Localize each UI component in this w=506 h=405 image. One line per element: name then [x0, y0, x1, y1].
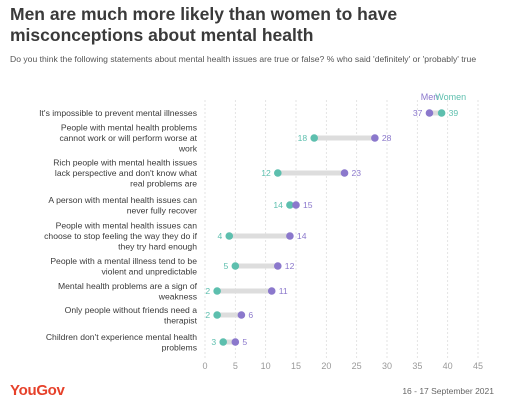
category-label: It's impossible to prevent mental illnes… [39, 108, 197, 118]
women-dot [274, 169, 282, 177]
category-label-line: It's impossible to prevent mental illnes… [39, 108, 197, 118]
category-label: Children don't experience mental health p… [46, 332, 197, 353]
x-tick-label: 10 [261, 361, 271, 371]
category-label-line: work [178, 144, 198, 154]
category-label-line: problems [162, 342, 197, 352]
chart-title: Men are much more likely than women to h… [10, 4, 398, 45]
men-dot [340, 169, 349, 177]
category-label: A person with mental health issues can ne… [48, 195, 197, 216]
men-dot [425, 109, 434, 117]
women-value-label: 5 [224, 261, 229, 271]
category-label-line: violent and unpredictable [101, 266, 197, 276]
category-label-line: A person with mental health issues can [48, 195, 197, 205]
x-tick-label: 0 [202, 361, 207, 371]
men-dot [292, 201, 300, 209]
men-value-label: 12 [285, 261, 295, 271]
men-dot [286, 232, 294, 240]
x-tick-label: 30 [382, 361, 392, 371]
chart-subtitle: Do you think the following statements ab… [10, 54, 477, 64]
women-value-label: 3 [211, 337, 216, 347]
men-value-label: 15 [303, 200, 313, 210]
category-label-line: they try hard enough [118, 242, 197, 252]
category-label: People with a mental illness tend to be v… [50, 256, 197, 277]
legend-men: Men [421, 92, 439, 102]
x-tick-label: 15 [291, 361, 301, 371]
women-value-label: 39 [449, 108, 459, 118]
women-dot [231, 262, 240, 270]
category-label-line: real problems are [130, 179, 197, 189]
category-label-line: cannot work or will perform worse at [59, 133, 197, 143]
x-tick-label: 25 [352, 361, 362, 371]
category-label: Only people without friends need a therap… [65, 305, 198, 326]
women-value-label: 18 [298, 133, 308, 143]
category-label: Rich people with mental health issues lac… [53, 158, 197, 189]
men-value-label: 28 [382, 133, 392, 143]
x-tick-label: 20 [321, 361, 331, 371]
women-dot [213, 311, 221, 319]
men-value-label: 23 [352, 168, 362, 178]
women-dot [219, 338, 227, 346]
category-label-line: lack perspective and don't know what [55, 168, 198, 178]
x-axis-ticks: 0 5 10 15 20 25 30 35 40 45 [202, 361, 483, 371]
women-value-label: 12 [261, 168, 271, 178]
x-tick-label: 35 [412, 361, 422, 371]
category-label-line: Only people without friends need a [65, 305, 198, 315]
category-label: People with mental health issues can choo… [44, 221, 197, 252]
category-label-line: People with a mental illness tend to be [50, 256, 197, 266]
x-tick-label: 45 [473, 361, 483, 371]
category-label: People with mental health problems cannot… [59, 123, 197, 154]
fieldwork-date: 16 - 17 September 2021 [402, 386, 494, 396]
women-value-label: 14 [273, 200, 283, 210]
men-value-label: 6 [248, 310, 253, 320]
men-dot [237, 311, 246, 319]
yougov-logo: YouGov [10, 382, 65, 399]
x-tick-label: 5 [233, 361, 238, 371]
category-label: Mental health problems are a sign of weak… [58, 281, 198, 302]
women-value-label: 4 [217, 231, 222, 241]
men-value-label: 14 [297, 231, 307, 241]
men-value-label: 37 [413, 108, 423, 118]
category-label-line: People with mental health problems [61, 123, 197, 133]
women-dot [437, 109, 446, 117]
category-label-line: choose to stop feeling the way they do i… [44, 231, 197, 241]
category-label-line: Rich people with mental health issues [53, 158, 197, 168]
category-label-line: Children don't experience mental health [46, 332, 197, 342]
category-label-line: Mental health problems are a sign of [58, 281, 198, 291]
grid-lines [204, 100, 479, 358]
men-dot [267, 287, 276, 295]
men-dot [231, 338, 240, 346]
category-label-line: therapist [164, 315, 198, 325]
women-dot [213, 287, 221, 295]
men-dot [371, 134, 379, 142]
range-bars [214, 110, 445, 345]
women-dot [225, 232, 234, 240]
category-label-line: never fully recover [127, 205, 197, 215]
x-tick-label: 40 [443, 361, 453, 371]
women-dot [310, 134, 319, 142]
women-value-label: 2 [205, 310, 210, 320]
men-dot [274, 262, 282, 270]
women-dot [286, 201, 294, 209]
men-value-label: 11 [279, 286, 288, 296]
category-labels: It's impossible to prevent mental illnes… [39, 108, 458, 352]
men-value-label: 5 [242, 337, 247, 347]
legend-women: Women [435, 92, 466, 102]
category-label-line: People with mental health issues can [56, 221, 198, 231]
category-label-line: weakness [158, 291, 197, 301]
women-value-label: 2 [205, 286, 210, 296]
data-points [213, 109, 446, 346]
